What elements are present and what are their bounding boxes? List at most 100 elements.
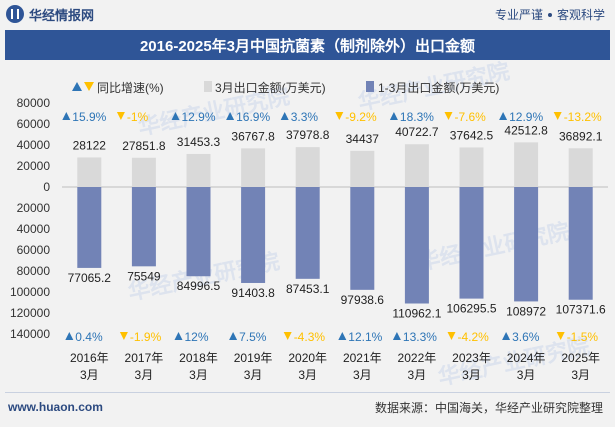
growth-down-arrow-icon bbox=[556, 332, 565, 340]
x-tick-label-year: 2019年 bbox=[234, 351, 273, 365]
growth-label-march: 12.9% bbox=[182, 110, 216, 124]
growth-up-arrow-icon bbox=[499, 112, 508, 120]
y-tick-label: 80000 bbox=[17, 264, 51, 278]
data-label-march: 40722.7 bbox=[395, 125, 439, 139]
bar-march bbox=[568, 148, 593, 187]
watermark-text: 华经产业研究院 bbox=[416, 218, 572, 274]
x-tick-label-month: 3月 bbox=[462, 368, 481, 382]
x-tick-label-year: 2018年 bbox=[179, 351, 218, 365]
growth-label-march: -9.2% bbox=[345, 110, 377, 124]
y-tick-label: 120000 bbox=[10, 306, 50, 320]
data-label-cumulative: 110962.1 bbox=[392, 307, 441, 321]
data-label-cumulative: 84996.5 bbox=[177, 279, 221, 293]
growth-down-arrow-icon bbox=[553, 112, 562, 120]
growth-label-cumulative: -4.2% bbox=[458, 330, 490, 344]
data-label-cumulative: 75549 bbox=[127, 269, 161, 283]
growth-up-arrow-icon bbox=[174, 332, 183, 340]
growth-up-arrow-icon bbox=[171, 112, 180, 120]
x-tick-label-month: 3月 bbox=[135, 368, 154, 382]
growth-label-cumulative: 3.6% bbox=[512, 330, 540, 344]
x-tick-label-year: 2021年 bbox=[343, 351, 382, 365]
growth-up-arrow-icon bbox=[280, 112, 289, 120]
data-label-march: 34437 bbox=[346, 132, 380, 146]
bar-march bbox=[514, 142, 539, 187]
slogan-tag-1: 专业严谨 bbox=[494, 7, 543, 22]
legend-down-triangle-icon bbox=[84, 82, 94, 91]
legend-up-triangle-icon bbox=[72, 82, 82, 91]
chart-title-bar: 2016-2025年3月中国抗菌素（制剂除外）出口金额 bbox=[5, 30, 610, 60]
growth-up-arrow-icon bbox=[502, 332, 511, 340]
bar-march bbox=[350, 150, 375, 187]
x-tick-label-year: 2022年 bbox=[398, 351, 437, 365]
bar-march bbox=[186, 153, 211, 187]
chart-title: 2016-2025年3月中国抗菌素（制剂除外）出口金额 bbox=[139, 37, 476, 55]
y-tick-label: 60000 bbox=[17, 243, 51, 257]
x-tick-label-year: 2024年 bbox=[507, 351, 546, 365]
data-label-cumulative: 108972 bbox=[506, 304, 546, 318]
data-label-march: 42512.8 bbox=[504, 123, 548, 137]
x-tick-label-month: 3月 bbox=[244, 368, 263, 382]
data-label-cumulative: 106295.5 bbox=[446, 302, 496, 316]
bar-march bbox=[295, 147, 320, 187]
data-label-march: 27851.8 bbox=[122, 139, 166, 153]
bar-cumulative bbox=[568, 187, 593, 300]
x-tick-label-year: 2023年 bbox=[452, 351, 491, 365]
brand-name: 华经情报网 bbox=[29, 7, 95, 23]
slogan: 专业严谨 客观科学 bbox=[495, 6, 605, 23]
footer-url[interactable]: www.huaon.com bbox=[8, 400, 103, 414]
growth-label-march: 3.3% bbox=[291, 110, 319, 124]
growth-up-arrow-icon bbox=[392, 332, 401, 340]
growth-label-cumulative: -4.3% bbox=[294, 330, 326, 344]
bar-cumulative bbox=[77, 187, 102, 268]
y-tick-label: 20000 bbox=[17, 201, 51, 215]
huajing-logo-icon bbox=[6, 5, 24, 23]
growth-label-march: 16.9% bbox=[236, 110, 270, 124]
data-label-march: 36892.1 bbox=[559, 129, 603, 143]
growth-label-march: 12.9% bbox=[509, 110, 543, 124]
growth-label-cumulative: 7.5% bbox=[239, 330, 267, 344]
x-tick-label-year: 2016年 bbox=[70, 351, 109, 365]
data-label-cumulative: 91403.8 bbox=[231, 286, 275, 300]
legend-swatch-march bbox=[204, 81, 212, 92]
footer: www.huaon.com 数据来源：中国海关，华经产业研究院整理 bbox=[0, 394, 615, 420]
growth-label-march: -1% bbox=[127, 110, 149, 124]
footer-divider bbox=[5, 392, 610, 393]
growth-down-arrow-icon bbox=[119, 332, 128, 340]
bar-march bbox=[241, 148, 266, 187]
x-tick-label-month: 3月 bbox=[517, 368, 536, 382]
bar-cumulative bbox=[404, 187, 429, 304]
x-tick-label-year: 2017年 bbox=[125, 351, 164, 365]
bar-cumulative bbox=[295, 187, 320, 279]
bar-cumulative bbox=[131, 187, 156, 267]
bar-cumulative bbox=[459, 187, 484, 299]
growth-up-arrow-icon bbox=[62, 112, 71, 120]
legend-label-march: 3月出口金额(万美元) bbox=[215, 80, 326, 95]
data-label-march: 37978.8 bbox=[286, 128, 330, 142]
data-label-march: 28122 bbox=[73, 138, 107, 152]
growth-label-cumulative: 13.3% bbox=[403, 330, 437, 344]
data-label-cumulative: 87453.1 bbox=[286, 282, 330, 296]
brand[interactable]: 华经情报网 bbox=[6, 5, 94, 24]
y-tick-label: 40000 bbox=[17, 222, 51, 236]
data-label-march: 36767.8 bbox=[231, 129, 275, 143]
y-tick-label: 0 bbox=[43, 180, 50, 194]
x-tick-label-month: 3月 bbox=[571, 368, 590, 382]
legend-label-growth: 同比增速(%) bbox=[97, 81, 164, 95]
bar-march bbox=[77, 157, 102, 187]
growth-down-arrow-icon bbox=[444, 112, 453, 120]
growth-up-arrow-icon bbox=[65, 332, 74, 340]
growth-up-arrow-icon bbox=[389, 112, 398, 120]
bar-march bbox=[131, 157, 156, 187]
x-tick-label-year: 2020年 bbox=[288, 351, 327, 365]
legend-swatch-cumulative bbox=[366, 81, 374, 92]
x-tick-label-month: 3月 bbox=[408, 368, 427, 382]
growth-down-arrow-icon bbox=[335, 112, 344, 120]
growth-down-arrow-icon bbox=[447, 332, 456, 340]
y-tick-label: 100000 bbox=[10, 285, 50, 299]
growth-label-cumulative: 0.4% bbox=[75, 330, 103, 344]
bar-cumulative bbox=[514, 187, 539, 302]
x-tick-label-month: 3月 bbox=[189, 368, 208, 382]
growth-up-arrow-icon bbox=[226, 112, 235, 120]
data-label-cumulative: 97938.6 bbox=[341, 293, 385, 307]
